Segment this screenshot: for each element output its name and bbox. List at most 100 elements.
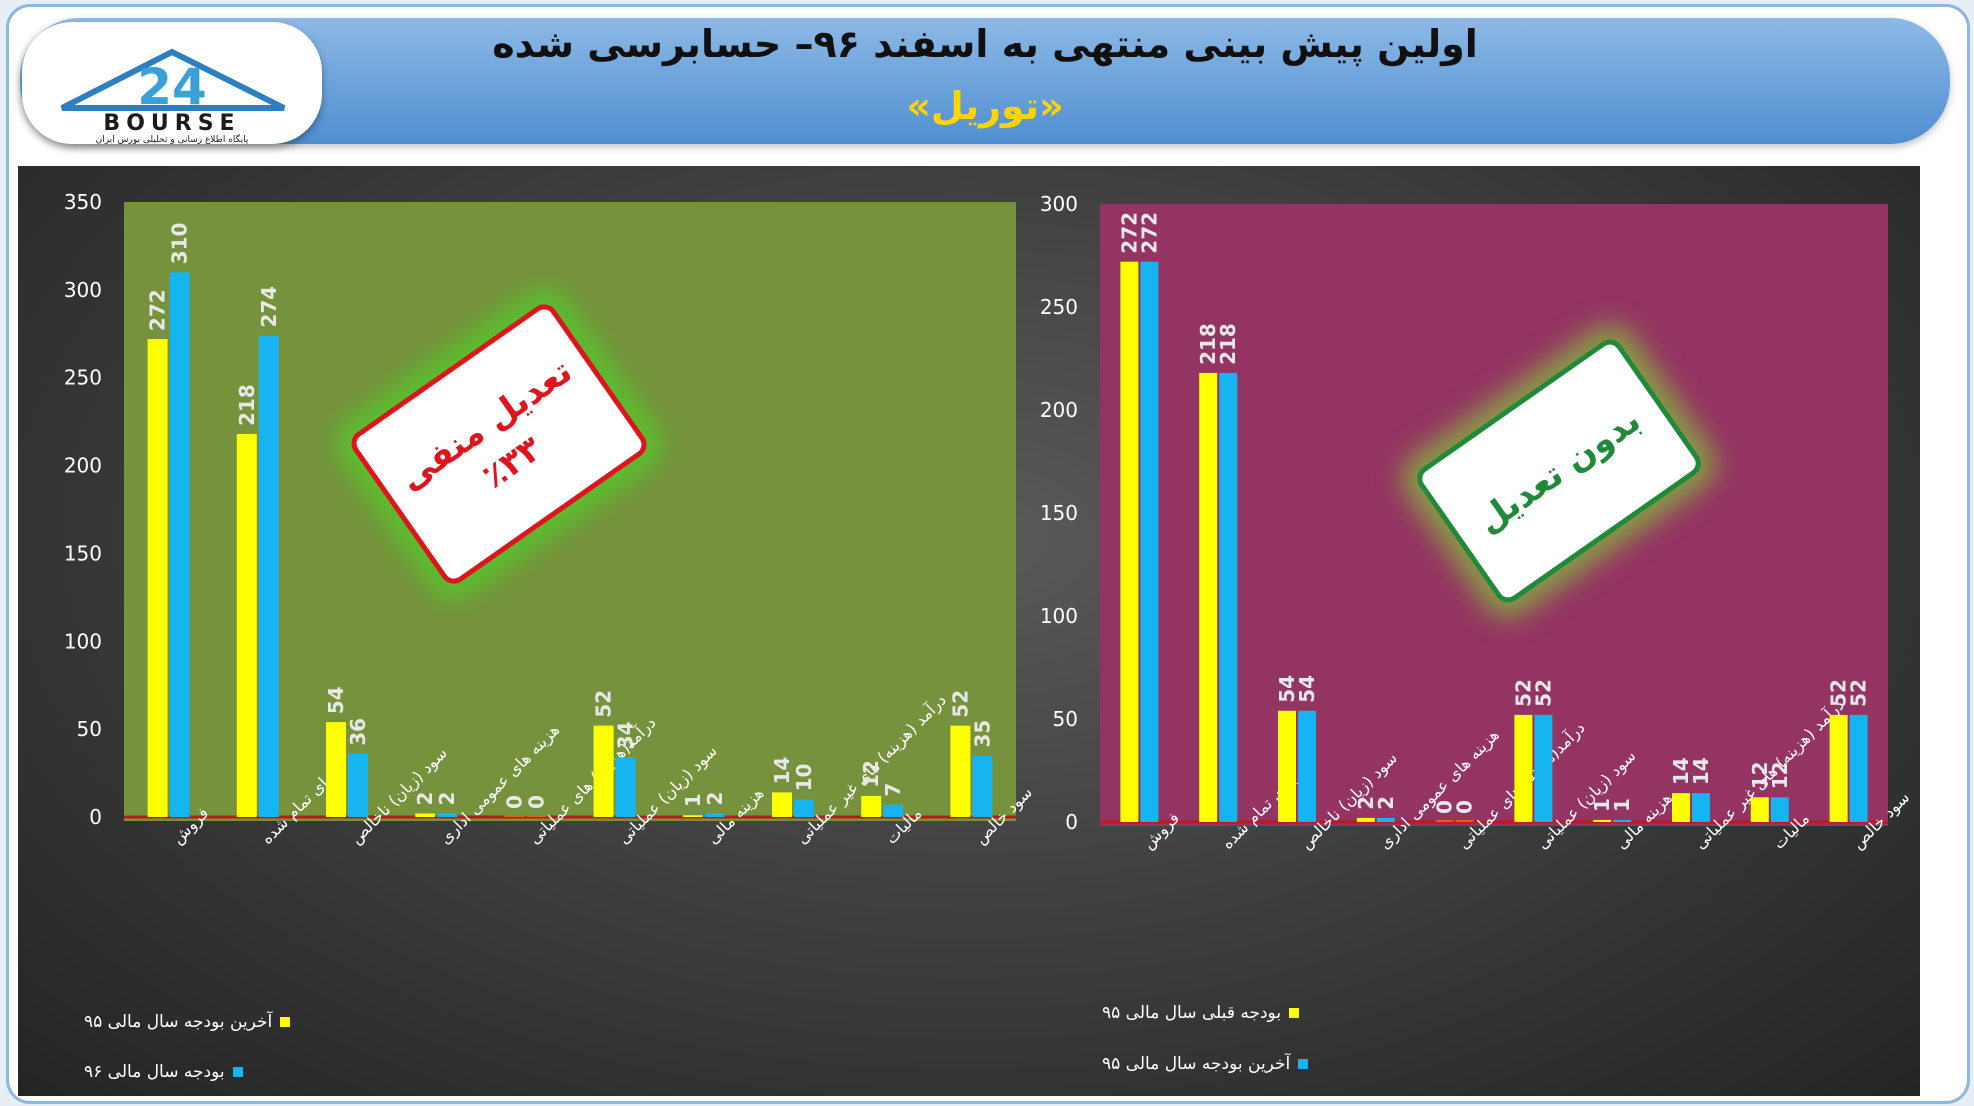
legend-right-blue: آخرین بودجه سال مالی ۹۵: [1102, 1054, 1309, 1074]
data-label: 54: [324, 686, 348, 714]
bar-yellow: [1593, 819, 1612, 822]
bar-blue: [704, 813, 725, 817]
data-label: 272: [146, 289, 170, 331]
bar-yellow: [326, 722, 346, 817]
page-title: اولین پیش بینی منتهی به اسفند ۹۶– حسابرس…: [492, 22, 1478, 66]
y-tick-label: 100: [64, 629, 102, 653]
data-label: 54: [1275, 675, 1299, 703]
bar-yellow: [1120, 261, 1139, 822]
y-tick-label: 350: [64, 190, 102, 214]
y-tick-label: 250: [1040, 295, 1078, 319]
legend-label: آخرین بودجه سال مالی ۹۵: [84, 1012, 273, 1032]
data-label: 36: [346, 718, 370, 746]
data-label: 12: [859, 760, 883, 788]
bar-blue: [1692, 793, 1710, 822]
bar-yellow: [772, 792, 792, 817]
logo-text: BOURSE: [103, 111, 240, 136]
data-label: 2: [413, 792, 437, 806]
data-label: 272: [1117, 212, 1141, 254]
bar-blue: [972, 755, 993, 817]
bar-blue: [1376, 817, 1395, 822]
legend-label: آخرین بودجه سال مالی ۹۵: [1102, 1054, 1291, 1074]
legend-label: بودجه سال مالی ۹۶: [84, 1062, 225, 1082]
legend-swatch-icon: [1298, 1059, 1309, 1069]
legend-swatch-icon: [232, 1067, 243, 1077]
data-label: 310: [168, 223, 192, 265]
y-tick-label: 100: [1040, 604, 1078, 628]
data-label: 52: [1511, 679, 1535, 707]
stamp-no-adjustment-label: بدون تعدیل: [1470, 400, 1648, 542]
bar-zero: [1435, 820, 1454, 822]
bar-blue: [258, 335, 279, 817]
legend-swatch-icon: [1289, 1008, 1300, 1018]
data-label: 14: [1689, 757, 1713, 785]
logo-roof-icon: [60, 48, 286, 111]
data-label: 52: [1847, 679, 1871, 707]
data-label: 52: [948, 690, 972, 718]
data-label: 0: [524, 795, 548, 809]
y-tick-label: 300: [64, 278, 102, 302]
data-label: 12: [1748, 761, 1772, 789]
y-tick-label: 250: [64, 366, 102, 390]
data-label: 2: [703, 792, 727, 806]
y-tick-label: 0: [1065, 810, 1078, 834]
data-label: 0: [1433, 800, 1457, 814]
data-label: 218: [1196, 323, 1220, 365]
legend-swatch-icon: [280, 1017, 291, 1027]
data-label: 0: [1453, 800, 1477, 814]
data-label: 52: [592, 690, 616, 718]
data-label: 2: [435, 792, 459, 806]
bar-blue: [1770, 797, 1789, 822]
data-label: 1: [1590, 798, 1614, 812]
bar-blue: [169, 272, 190, 817]
data-label: 2: [1374, 796, 1398, 810]
y-tick-label: 150: [64, 541, 102, 565]
data-label: 1: [1610, 798, 1634, 812]
data-label: 1: [681, 793, 705, 807]
data-label: 218: [1216, 323, 1240, 365]
data-label: 7: [881, 783, 905, 797]
bar-yellow: [1278, 710, 1296, 822]
bar-yellow: [415, 813, 436, 817]
legend-label: بودجه قبلی سال مالی ۹۵: [1102, 1003, 1282, 1023]
header-banner: [20, 18, 1950, 144]
bar-zero: [526, 815, 547, 817]
svg-text:24: 24: [137, 58, 207, 116]
data-label: 52: [1827, 679, 1851, 707]
data-label: 35: [970, 720, 994, 748]
bar-yellow: [1199, 372, 1218, 822]
bar-blue: [348, 753, 368, 817]
bar-blue: [1219, 372, 1238, 822]
data-label: 274: [257, 286, 281, 328]
bar-yellow: [861, 795, 882, 817]
bar-yellow: [1514, 714, 1533, 822]
bar-yellow: [236, 433, 257, 817]
bar-blue: [615, 757, 636, 817]
bar-yellow: [682, 815, 703, 817]
company-name: «توریل»: [906, 84, 1064, 128]
bar-yellow: [1672, 793, 1690, 822]
data-label: 0: [502, 795, 526, 809]
bar-zero: [504, 815, 525, 817]
bourse24-logo: 24 BOURSE پایگاه اطلاع رسانی و تحلیلی بو…: [22, 22, 322, 144]
bar-blue: [1298, 710, 1316, 822]
y-tick-label: 200: [64, 454, 102, 478]
charts-svg: 050100150200250300350272310فروش218274بها…: [64, 190, 1914, 854]
bar-blue: [883, 804, 904, 817]
bar-yellow: [950, 725, 971, 817]
legend-left-yellow: آخرین بودجه سال مالی ۹۵: [84, 1012, 291, 1032]
bar-blue: [1140, 261, 1159, 822]
y-tick-label: 150: [1040, 501, 1078, 525]
bar-blue: [1849, 714, 1868, 822]
data-label: 272: [1137, 212, 1161, 254]
y-tick-label: 50: [77, 717, 102, 741]
y-tick-label: 300: [1040, 192, 1078, 216]
y-tick-label: 50: [1053, 707, 1078, 731]
bar-blue: [1613, 819, 1632, 822]
bar-yellow: [1750, 797, 1769, 822]
data-label: 14: [1669, 757, 1693, 785]
data-label: 52: [1531, 679, 1555, 707]
y-tick-label: 200: [1040, 398, 1078, 422]
data-label: 34: [614, 721, 638, 749]
legend-left-blue: بودجه سال مالی ۹۶: [84, 1062, 243, 1082]
